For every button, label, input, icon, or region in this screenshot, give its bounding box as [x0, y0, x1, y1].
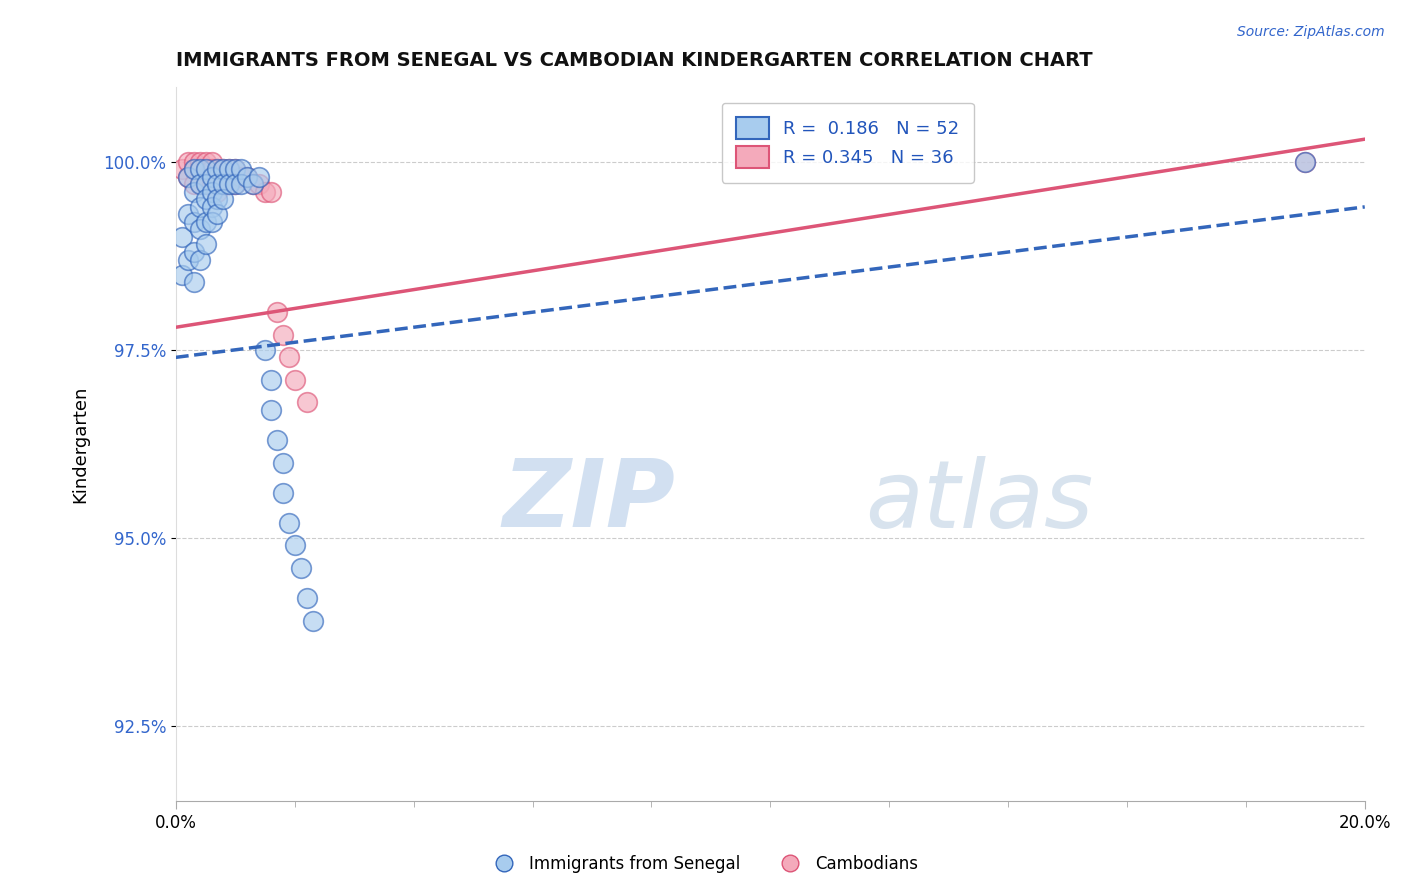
Point [188, 162, 211, 177]
Point [260, 373, 283, 387]
Point [170, 230, 193, 244]
Point [1294, 154, 1316, 169]
Point [200, 178, 222, 192]
Point [188, 200, 211, 214]
Point [212, 162, 235, 177]
Y-axis label: Kindergarten: Kindergarten [72, 385, 89, 502]
Point [177, 252, 200, 267]
Point [224, 178, 246, 192]
Point [177, 154, 200, 169]
Point [224, 162, 246, 177]
Point [207, 192, 229, 206]
Point [284, 373, 307, 387]
Point [218, 162, 240, 177]
Point [1294, 154, 1316, 169]
Point [277, 516, 299, 530]
Legend: Immigrants from Senegal, Cambodians: Immigrants from Senegal, Cambodians [481, 848, 925, 880]
Point [295, 395, 318, 409]
Point [212, 162, 235, 177]
Point [277, 351, 299, 365]
Point [194, 192, 217, 206]
Point [194, 215, 217, 229]
Point [183, 245, 205, 260]
Point [236, 169, 259, 184]
Point [194, 154, 217, 169]
Point [247, 169, 270, 184]
Point [170, 268, 193, 282]
Point [170, 162, 193, 177]
Point [253, 185, 276, 199]
Point [253, 343, 276, 357]
Text: Source: ZipAtlas.com: Source: ZipAtlas.com [1237, 25, 1385, 39]
Point [231, 178, 253, 192]
Point [188, 154, 211, 169]
Point [194, 237, 217, 252]
Point [218, 178, 240, 192]
Point [218, 162, 240, 177]
Point [236, 169, 259, 184]
Point [212, 178, 235, 192]
Point [266, 305, 288, 319]
Point [266, 433, 288, 447]
Point [207, 169, 229, 184]
Point [271, 485, 294, 500]
Point [183, 162, 205, 177]
Point [177, 169, 200, 184]
Point [183, 178, 205, 192]
Point [247, 178, 270, 192]
Point [242, 178, 264, 192]
Point [224, 162, 246, 177]
Point [183, 215, 205, 229]
Point [183, 185, 205, 199]
Point [224, 178, 246, 192]
Text: atlas: atlas [866, 456, 1094, 547]
Legend: R =  0.186   N = 52, R = 0.345   N = 36: R = 0.186 N = 52, R = 0.345 N = 36 [721, 103, 973, 183]
Point [200, 169, 222, 184]
Point [194, 162, 217, 177]
Point [177, 207, 200, 221]
Point [207, 185, 229, 199]
Point [194, 162, 217, 177]
Point [271, 327, 294, 342]
Point [271, 456, 294, 470]
Point [188, 178, 211, 192]
Point [207, 207, 229, 221]
Point [218, 178, 240, 192]
Point [200, 215, 222, 229]
Point [231, 162, 253, 177]
Point [207, 178, 229, 192]
Point [207, 162, 229, 177]
Point [260, 403, 283, 417]
Point [200, 154, 222, 169]
Point [194, 178, 217, 192]
Point [188, 222, 211, 236]
Point [200, 185, 222, 199]
Point [183, 162, 205, 177]
Point [284, 538, 307, 552]
Point [183, 275, 205, 289]
Point [183, 154, 205, 169]
Point [207, 162, 229, 177]
Point [301, 614, 323, 628]
Point [212, 178, 235, 192]
Text: ZIP: ZIP [502, 455, 675, 547]
Point [231, 169, 253, 184]
Point [188, 178, 211, 192]
Point [177, 169, 200, 184]
Point [212, 192, 235, 206]
Point [194, 178, 217, 192]
Point [290, 561, 312, 575]
Point [260, 185, 283, 199]
Point [200, 162, 222, 177]
Point [188, 252, 211, 267]
Point [188, 162, 211, 177]
Text: IMMIGRANTS FROM SENEGAL VS CAMBODIAN KINDERGARTEN CORRELATION CHART: IMMIGRANTS FROM SENEGAL VS CAMBODIAN KIN… [176, 51, 1092, 70]
Point [295, 591, 318, 605]
Point [200, 200, 222, 214]
Point [242, 178, 264, 192]
